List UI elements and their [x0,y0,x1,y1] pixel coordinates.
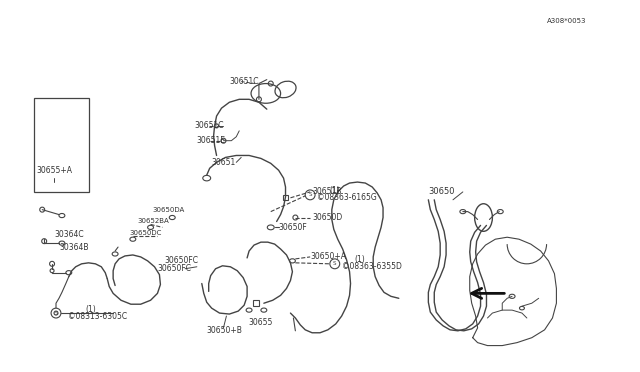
Bar [253,300,259,306]
Text: 30364C: 30364C [54,230,84,239]
Text: 30655+A: 30655+A [36,166,72,175]
Text: 30651B: 30651B [312,187,342,196]
Text: 30650: 30650 [428,187,455,196]
Text: ©08363-6355D: ©08363-6355D [342,262,401,271]
Text: 30650FC: 30650FC [157,264,191,273]
Text: 30650D: 30650D [312,213,342,222]
Text: 30651E: 30651E [197,136,226,145]
Text: 30650DA: 30650DA [152,206,185,213]
Text: ©08313-6305C: ©08313-6305C [68,311,127,321]
Text: (1): (1) [86,305,96,314]
Text: (1): (1) [330,186,340,195]
Text: 30652BA: 30652BA [138,218,170,224]
Text: 30650DC: 30650DC [130,230,163,236]
Text: 30650F: 30650F [278,223,307,232]
Text: 30364B: 30364B [59,243,88,251]
Text: 30655: 30655 [248,318,273,327]
Text: S: S [333,261,337,266]
Text: A308*0053: A308*0053 [547,17,586,23]
Text: 30650+A: 30650+A [310,253,346,262]
Text: S: S [54,311,58,315]
Text: S: S [308,192,312,198]
Text: (1): (1) [355,256,365,264]
Text: 30651C: 30651C [229,77,259,86]
Text: ©08363-6165G: ©08363-6165G [317,193,377,202]
Text: 30650+B: 30650+B [207,326,243,335]
Text: 30651: 30651 [212,158,236,167]
Text: 30651C: 30651C [195,121,225,131]
Text: 30650FC: 30650FC [164,256,198,265]
Bar [35,98,88,192]
Bar [283,195,288,200]
